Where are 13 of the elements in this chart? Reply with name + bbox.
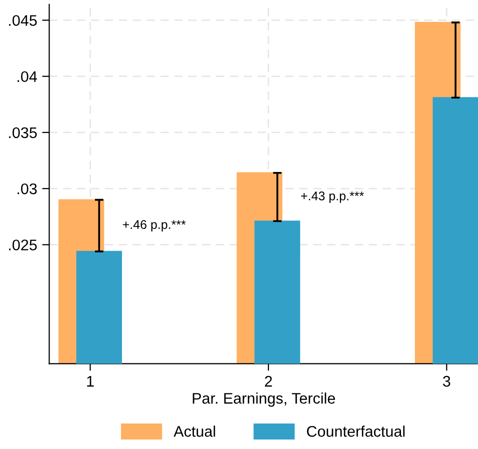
annotation: +.43 p.p.*** (301, 192, 364, 203)
annotation: +.46 p.p.*** (122, 220, 186, 232)
x-axis-title: Par. Earnings, Tercile (192, 392, 335, 407)
legend-label: Actual (174, 426, 216, 437)
x-tick-label: 2 (264, 376, 272, 387)
y-tick-label: .035 (9, 127, 37, 138)
y-tick-label: .025 (9, 240, 37, 250)
x-tick-label: 3 (442, 376, 450, 387)
y-tick-label: .03 (18, 183, 37, 194)
y-tick-label: .04 (18, 71, 37, 82)
y-tick-label: .045 (9, 15, 37, 26)
x-tick-label: 1 (87, 376, 94, 387)
legend-label: Counterfactual (306, 426, 405, 437)
